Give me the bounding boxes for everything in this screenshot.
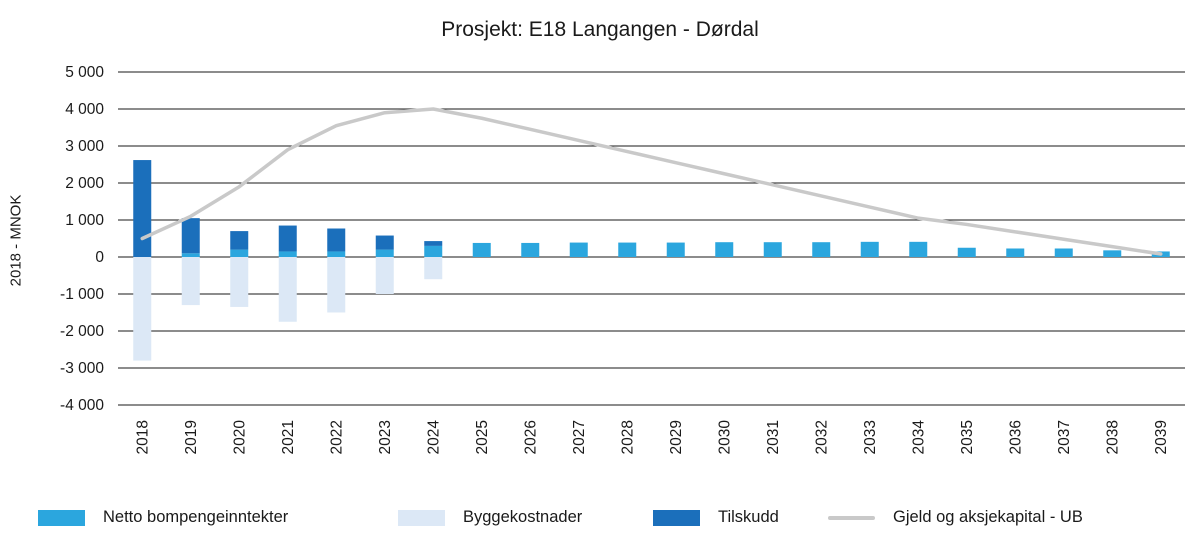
bar-byggekostnader-2022	[327, 257, 346, 313]
y-tick-label--1000: -1 000	[60, 286, 104, 303]
x-tick-label-2035: 2035	[959, 420, 976, 454]
bar-netto-2028	[618, 242, 637, 257]
x-tick-label-2022: 2022	[328, 420, 345, 454]
x-tick-label-2032: 2032	[813, 420, 830, 454]
x-tick-label-2021: 2021	[280, 420, 297, 454]
y-tick-label--3000: -3 000	[60, 360, 104, 377]
bar-byggekostnader-2023	[375, 257, 394, 294]
legend-item-netto-bompengeinntekter: Netto bompengeinntekter	[38, 508, 398, 527]
bar-byggekostnader-2020	[230, 257, 249, 307]
bar-tilskudd-2022	[327, 228, 346, 252]
y-tick-label-4000: 4 000	[65, 101, 104, 118]
x-tick-label-2036: 2036	[1007, 420, 1024, 454]
legend-item-tilskudd: Tilskudd	[653, 508, 828, 527]
y-tick-label--2000: -2 000	[60, 323, 104, 340]
x-tick-label-2037: 2037	[1056, 420, 1073, 454]
legend-label: Netto bompengeinntekter	[103, 508, 289, 526]
line-gjeld-og-aksjekapital	[140, 107, 1163, 256]
bar-netto-2034	[909, 241, 928, 257]
bar-netto-2031	[763, 242, 782, 257]
x-tick-label-2033: 2033	[862, 420, 879, 454]
bar-byggekostnader-2018	[133, 257, 152, 361]
x-tick-label-2025: 2025	[474, 420, 491, 454]
bar-netto-2027	[569, 242, 588, 257]
x-tick-label-2030: 2030	[716, 420, 733, 455]
bar-netto-2021	[278, 251, 297, 257]
x-tick-label-2024: 2024	[425, 420, 442, 455]
x-tick-label-2023: 2023	[377, 420, 394, 454]
x-tick-label-2019: 2019	[183, 420, 200, 454]
bar-netto-2023	[375, 249, 394, 257]
x-tick-label-2020: 2020	[231, 420, 248, 455]
x-tick-label-2038: 2038	[1104, 420, 1121, 454]
y-tick-label-5000: 5 000	[65, 64, 104, 81]
x-tick-label-2039: 2039	[1153, 420, 1170, 454]
bar-tilskudd-2024	[424, 241, 443, 246]
bar-tilskudd-2019	[181, 218, 200, 254]
bar-tilskudd-2020	[230, 231, 249, 250]
bar-netto-2036	[1006, 248, 1025, 257]
bar-byggekostnader-2024	[424, 257, 443, 280]
bar-tilskudd-2021	[278, 225, 297, 252]
legend-swatch-tilskudd	[653, 509, 700, 526]
x-tick-label-2027: 2027	[571, 420, 588, 454]
y-tick-label-0: 0	[95, 249, 104, 266]
bar-byggekostnader-2019	[181, 257, 200, 306]
bar-netto-2033	[860, 241, 879, 257]
bar-netto-2038	[1103, 250, 1122, 257]
bar-tilskudd-2018	[133, 160, 152, 257]
legend-label: Gjeld og aksjekapital - UB	[893, 508, 1083, 526]
x-tick-label-2026: 2026	[522, 420, 539, 454]
x-tick-label-2029: 2029	[668, 420, 685, 454]
bar-netto-2026	[521, 242, 540, 257]
bar-netto-2024	[424, 245, 443, 257]
y-tick-label-2000: 2 000	[65, 175, 104, 192]
chart-title: Prosjekt: E18 Langangen - Dørdal	[441, 18, 759, 41]
y-tick-label-3000: 3 000	[65, 138, 104, 155]
y-tick-label--4000: -4 000	[60, 397, 104, 414]
bar-netto-2032	[812, 242, 831, 257]
legend-item-byggekostnader: Byggekostnader	[398, 508, 653, 527]
bar-netto-2025	[472, 242, 491, 257]
legend-swatch-netto	[38, 509, 85, 526]
x-tick-label-2034: 2034	[910, 420, 927, 455]
legend-item-gjeld-og-aksjekapital: Gjeld og aksjekapital - UB	[828, 508, 1083, 527]
x-tick-label-2028: 2028	[619, 420, 636, 454]
x-tick-label-2031: 2031	[765, 420, 782, 454]
x-tick-label-2018: 2018	[134, 420, 151, 454]
bar-netto-2022	[327, 251, 346, 257]
legend-label: Byggekostnader	[463, 508, 583, 526]
bar-netto-2020	[230, 249, 249, 257]
bar-netto-2037	[1054, 248, 1073, 257]
bar-netto-2030	[715, 242, 734, 257]
bar-netto-2035	[957, 247, 976, 257]
chart-legend: Netto bompengeinntekter Byggekostnader T…	[38, 508, 1168, 527]
bar-netto-2029	[666, 242, 685, 257]
y-tick-label-1000: 1 000	[65, 212, 104, 229]
bar-byggekostnader-2021	[278, 257, 297, 322]
legend-label: Tilskudd	[718, 508, 779, 526]
bar-netto-2019	[181, 253, 200, 257]
bar-tilskudd-2023	[375, 235, 394, 250]
legend-swatch-bygge	[398, 509, 445, 526]
legend-swatch-gjeld-line	[828, 515, 875, 520]
